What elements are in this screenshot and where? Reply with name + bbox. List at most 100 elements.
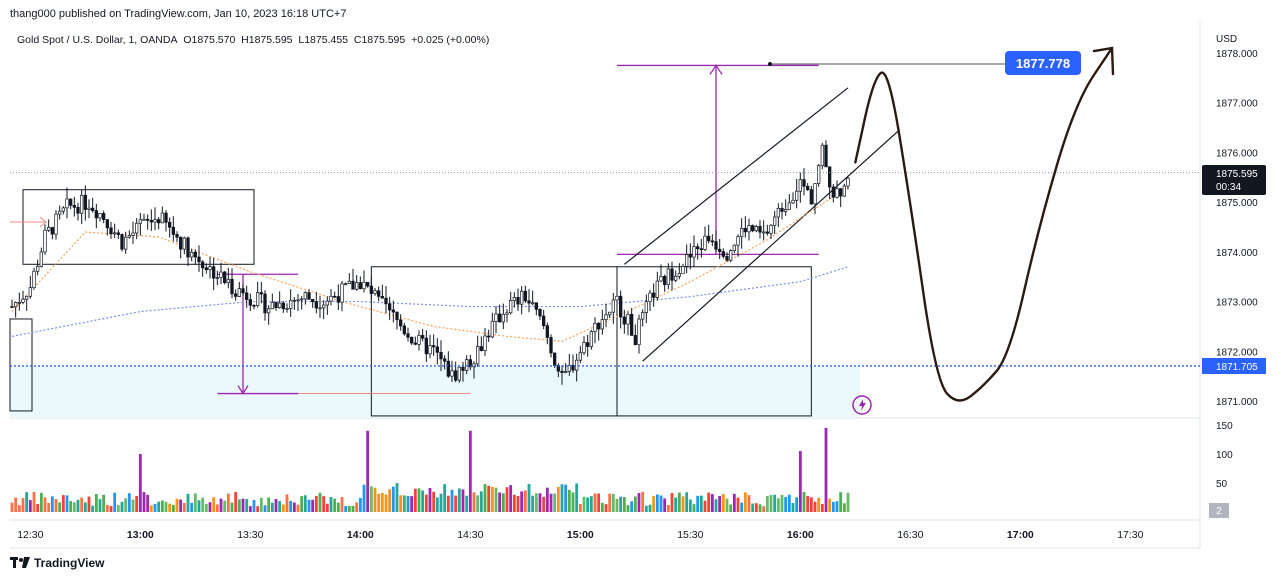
volume-bar (641, 491, 645, 512)
volume-bar (138, 454, 142, 512)
volume-bar (14, 497, 18, 512)
volume-bar (846, 492, 850, 512)
candle-body (120, 234, 124, 250)
candle-body (648, 292, 652, 303)
price-tick-label: 1876.000 (1216, 148, 1258, 159)
volume-bar (351, 505, 355, 512)
volume-bar (516, 496, 520, 512)
candle-body (736, 236, 740, 246)
volume-bar (219, 498, 223, 512)
volume-bar (171, 504, 175, 512)
volume-bar (406, 495, 410, 512)
volume-bar (780, 494, 784, 512)
candle-body (718, 248, 722, 253)
volume-bar (483, 484, 487, 512)
volume-bar (105, 504, 109, 512)
volume-bar (842, 503, 846, 512)
volume-bar (718, 495, 722, 512)
volume-bar (498, 492, 502, 512)
candle-body (384, 297, 388, 305)
candle-body (784, 209, 788, 212)
volume-bar (688, 499, 692, 512)
volume-bar (454, 495, 458, 512)
time-tick-label: 17:00 (1007, 529, 1034, 541)
candle-body (622, 316, 626, 325)
volume-bar (465, 495, 469, 512)
brand-footer[interactable]: TradingView (10, 556, 104, 570)
time-labels: 12:30 13:00 13:30 14:00 14:30 15:00 15:30 16:00… (17, 529, 1143, 541)
candle-body (828, 166, 832, 188)
volume-bar (633, 496, 637, 512)
volume-bar (743, 492, 747, 512)
lightning-bolt-icon (859, 399, 866, 411)
candle-body (109, 227, 113, 235)
volume-bar (226, 493, 230, 512)
candle-body (652, 292, 656, 298)
candle-body (593, 322, 597, 332)
brand-name: TradingView (34, 556, 105, 570)
candle-body (435, 346, 439, 353)
candle-body (685, 254, 689, 267)
ohlc-open: O1875.570 (183, 34, 236, 46)
candle-body (410, 336, 414, 344)
target-price-badge[interactable] (1005, 51, 1081, 75)
lightning-icon[interactable] (852, 395, 872, 415)
volume-bar (527, 483, 531, 512)
candle-body (212, 266, 216, 279)
candle-body (43, 229, 47, 253)
publish-info: thang000 published on TradingView.com, J… (10, 8, 347, 20)
candle-body (87, 207, 91, 210)
candle-body (494, 313, 498, 322)
volume-bar (380, 492, 384, 512)
volume-bar (421, 490, 425, 512)
volume-bar (307, 499, 311, 512)
candle-body (131, 232, 135, 236)
volume-bar (358, 498, 362, 512)
volume-bar (65, 495, 69, 512)
candle-body (399, 319, 403, 327)
volume-bar (391, 486, 395, 512)
candle-body (190, 251, 194, 258)
volume-bar (487, 485, 491, 512)
candle-body (322, 304, 326, 309)
candle-body (740, 228, 744, 238)
candle-body (171, 226, 175, 235)
candle-body (292, 299, 296, 302)
candle-body (538, 309, 542, 317)
candle-body (498, 313, 502, 323)
volume-bar (747, 495, 751, 512)
candle-body (72, 204, 76, 208)
candle-body (732, 244, 736, 251)
candle-body (362, 281, 366, 290)
candle-body (318, 307, 322, 310)
volume-bar (494, 487, 498, 512)
candle-body (369, 285, 373, 294)
volume-bar (76, 499, 80, 512)
ohlc-high: H1875.595 (241, 34, 293, 46)
volume-bar (740, 502, 744, 512)
candle-body (754, 225, 758, 232)
candle-body (402, 325, 406, 335)
range-box (616, 266, 812, 417)
candle-body (146, 218, 150, 221)
volume-bar (446, 495, 450, 512)
volume-bar (575, 483, 579, 512)
volume-bar (197, 500, 201, 512)
volume-bar (432, 491, 436, 512)
candle-body (127, 235, 131, 238)
candle-body (102, 213, 106, 220)
volume-bar (322, 496, 326, 512)
candle-body (780, 207, 784, 212)
candle-body (699, 248, 703, 251)
volume-tick-label: 50 (1216, 479, 1228, 490)
candle-body (457, 366, 461, 381)
candle-body (223, 271, 227, 284)
volume-bar (347, 505, 351, 512)
candle-body (113, 232, 117, 235)
volume-bar (32, 491, 36, 512)
volume-bar (531, 495, 535, 512)
candle-body (688, 254, 692, 258)
candle-body (703, 235, 707, 250)
candle-body (839, 188, 843, 197)
